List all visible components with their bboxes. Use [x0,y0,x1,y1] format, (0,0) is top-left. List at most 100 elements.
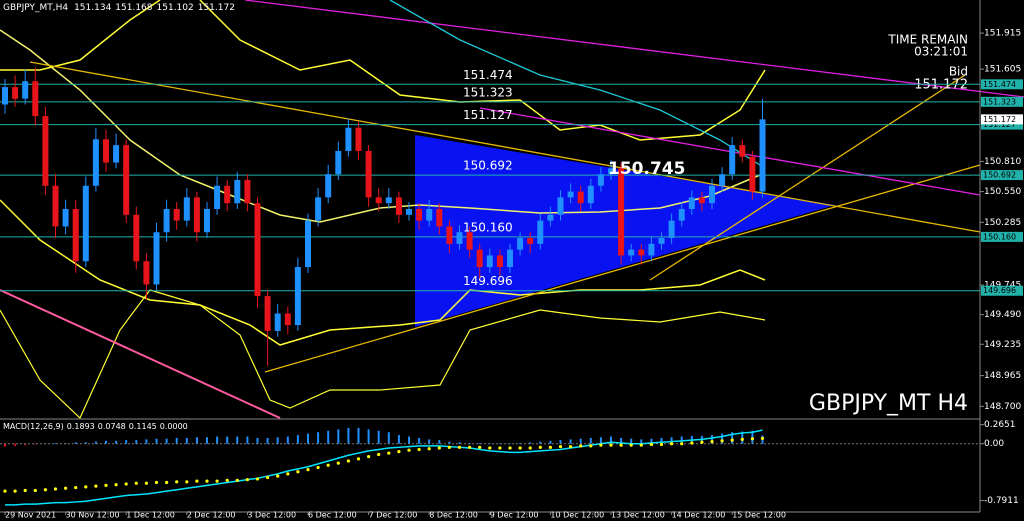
level-annotation: 149.696 [463,274,513,288]
signal-dot [639,443,643,447]
macd-bar [125,440,128,444]
signal-dot [649,442,654,447]
macd-bar [54,443,57,444]
x-tick-label: 1 Dec 12:00 [126,511,175,520]
signal-dot [225,478,229,482]
quote-close: 151.172 [198,3,235,13]
signal-dot [690,441,694,445]
x-tick-label: 29 Nov 2021 [5,511,56,520]
signal-dot [326,463,330,467]
macd-bar [599,437,602,444]
signal-dot [437,446,441,450]
signal-dot [175,480,179,484]
candle-body [436,209,443,227]
signal-dot [457,445,462,449]
candle-body [42,116,49,186]
macd-bar [670,437,673,444]
y-tick-label: 151.915 [984,29,1021,39]
signal-dot [528,446,532,450]
candle-body [537,220,544,244]
signal-dot [74,485,78,490]
macd-bar [610,436,612,444]
candle-body [52,185,59,227]
level-box-label: 150.160 [983,232,1016,241]
level-box-label: 151.474 [983,80,1016,89]
macd-bar [549,440,552,444]
signal-dot [417,447,421,452]
candle-body [759,119,766,192]
macd-bar [408,436,410,444]
candle-body [82,185,89,262]
upper-band [199,0,766,141]
middle-band [0,29,761,223]
signal-dot [286,472,290,476]
macd-bar [559,440,562,444]
macd-value: 0.1145 [129,422,157,431]
quote-high: 151.168 [115,3,152,13]
candle-body [2,87,8,105]
x-tick-label: 6 Dec 12:00 [308,511,357,520]
macd-bar [509,443,511,445]
signal-dot [407,448,411,452]
candle-body [204,209,210,233]
signal-dot [13,489,17,493]
macd-bar [296,435,299,444]
macd-bar [397,435,400,444]
y-tick-label: 150.550 [984,187,1021,197]
candle-body [668,220,675,239]
signal-dot [255,477,260,481]
macd-value: 0.0000 [160,422,188,431]
signal-dot [558,444,563,449]
bid-label: Bid [949,65,968,79]
signal-dot [730,438,734,442]
x-tick-label: 3 Dec 12:00 [247,511,296,520]
candle-body [355,127,362,151]
signal-dot [346,459,350,463]
y-tick-label: 150.285 [984,218,1021,228]
time-remain-label: TIME REMAIN [887,33,968,47]
signal-dot [427,447,431,451]
x-tick-label: 9 Dec 12:00 [490,511,539,520]
macd-bar [317,432,320,444]
signal-dot [336,461,340,465]
triangle-pattern [415,135,835,327]
signal-dot [154,480,159,485]
lower-band [0,199,766,346]
signal-dot [3,489,7,493]
signal-dot [144,481,148,485]
candle-body [406,209,412,215]
macd-bar [84,442,87,444]
candle-body [92,139,99,186]
macd-label: MACD(12,26,9) [3,422,64,431]
candle-body [658,238,665,244]
signal-dot [276,474,280,478]
level-annotation: 151.323 [463,85,513,99]
candle-body [608,168,614,175]
candle-body [739,145,746,157]
signal-dot [569,444,573,449]
macd-bar [105,440,107,444]
x-tick-label: 14 Dec 12:00 [672,511,726,520]
candle-body [264,296,271,331]
macd-bar [650,438,653,444]
trendline [264,164,981,373]
macd-line [5,429,763,506]
candle-body [628,249,635,256]
macd-bar [741,431,744,444]
x-tick-label: 13 Dec 12:00 [611,511,665,520]
level-annotation: 151.127 [463,108,513,122]
candle-body [416,209,423,221]
candle-body [103,139,109,163]
macd-bar [24,443,27,446]
signal-dot [619,443,623,447]
candle-body [133,214,140,262]
signal-dot [538,445,542,449]
macd-bar [165,438,168,444]
quote-low: 151.102 [157,3,194,13]
signal-dot [356,457,361,461]
candle-body [476,249,483,268]
macd-bar [206,437,208,444]
level-annotation: 151.474 [463,68,513,82]
signal-dot [53,487,58,491]
macd-value: 0.1893 [67,422,95,431]
